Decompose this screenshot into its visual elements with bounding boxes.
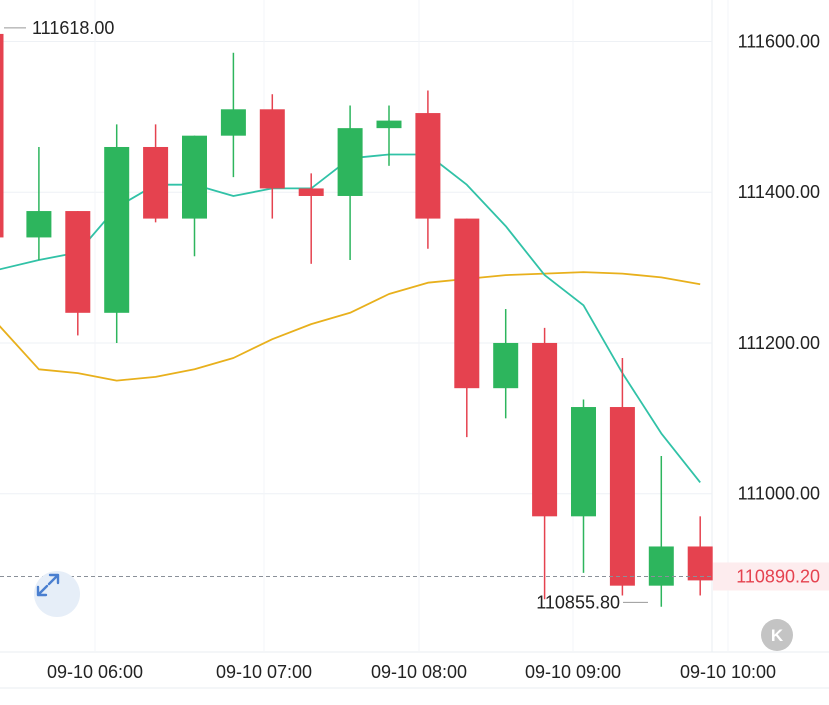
x-tick-label: 09-10 09:00 — [525, 662, 621, 682]
expand-chart-button[interactable] — [34, 571, 80, 617]
candle — [65, 211, 91, 336]
candle-body — [259, 109, 285, 189]
candle-body — [609, 407, 635, 586]
x-tick-label: 09-10 06:00 — [47, 662, 143, 682]
candle-body — [337, 128, 363, 196]
candle — [648, 456, 674, 607]
y-tick-label: 111000.00 — [738, 484, 820, 504]
candle-body — [298, 188, 324, 196]
candle-body — [415, 113, 441, 219]
candle — [104, 124, 130, 343]
last-price-tag — [713, 562, 829, 591]
candle — [454, 218, 480, 438]
candle-body — [376, 120, 402, 129]
candle — [143, 124, 169, 223]
candle — [259, 94, 285, 219]
candle — [337, 105, 363, 261]
gridlines — [0, 0, 829, 689]
candle — [571, 399, 596, 573]
candle — [298, 173, 324, 264]
axes: 111600.00 111400.00 111200.00 111000.00 09-1… — [47, 31, 820, 682]
candle-body — [454, 218, 480, 389]
candle — [220, 52, 246, 178]
candle-body — [0, 33, 4, 238]
scroll-to-latest-icon: K — [770, 625, 784, 645]
scroll-to-latest-button[interactable]: K — [761, 619, 793, 651]
expand-arrows-icon — [36, 573, 60, 597]
candle-body — [65, 211, 91, 313]
x-tick-label: 09-10 08:00 — [371, 662, 467, 682]
last-price-label: 110890.20 — [736, 566, 820, 586]
candles — [0, 33, 713, 607]
ma-slow-line — [0, 271, 701, 382]
candle-body — [182, 135, 207, 219]
y-tick-label: 111200.00 — [738, 333, 820, 353]
low-price-label: 110855.80 — [536, 592, 620, 612]
candle — [376, 105, 402, 166]
annotations: 111618.00 110855.80 110890.20 — [0, 18, 829, 612]
candle — [182, 135, 207, 257]
candle-body — [571, 407, 596, 517]
candle-body — [687, 546, 713, 581]
y-tick-label: 111400.00 — [738, 182, 820, 202]
candle-body — [493, 342, 519, 389]
candle — [0, 33, 4, 238]
candle — [415, 90, 441, 249]
candle — [609, 358, 635, 596]
candle — [687, 516, 713, 596]
x-tick-label: 09-10 10:00 — [680, 662, 776, 682]
candle-body — [26, 211, 52, 238]
high-price-label: 111618.00 — [32, 18, 114, 38]
candle-body — [532, 342, 558, 517]
x-tick-label: 09-10 07:00 — [216, 662, 312, 682]
y-tick-label: 111600.00 — [738, 31, 820, 51]
candle-body — [648, 546, 674, 586]
candle-body — [220, 109, 246, 136]
candle — [26, 146, 52, 261]
candle — [493, 309, 519, 419]
ma-slow-layer — [0, 271, 701, 382]
candle — [532, 327, 558, 600]
candle-body — [143, 146, 169, 219]
candle-body — [104, 146, 130, 313]
